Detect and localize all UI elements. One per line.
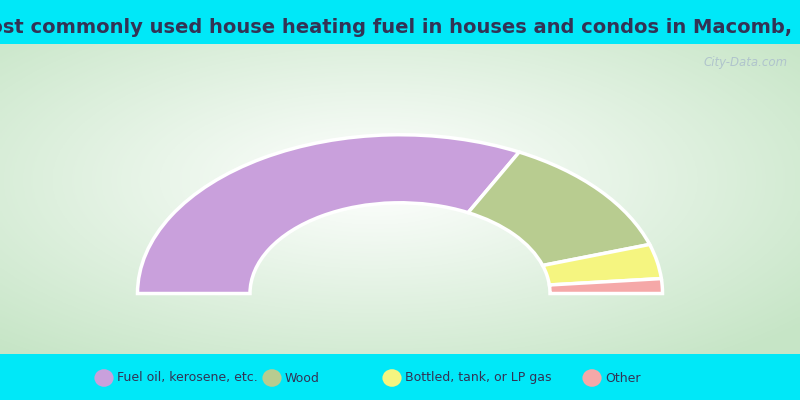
Text: Bottled, tank, or LP gas: Bottled, tank, or LP gas — [405, 372, 551, 384]
Wedge shape — [550, 278, 662, 294]
Text: City-Data.com: City-Data.com — [703, 56, 787, 69]
Text: Wood: Wood — [285, 372, 320, 384]
Wedge shape — [542, 244, 662, 285]
Text: Fuel oil, kerosene, etc.: Fuel oil, kerosene, etc. — [117, 372, 258, 384]
Wedge shape — [468, 152, 650, 266]
Wedge shape — [138, 135, 519, 294]
Text: Other: Other — [605, 372, 640, 384]
Text: Most commonly used house heating fuel in houses and condos in Macomb, NY: Most commonly used house heating fuel in… — [0, 18, 800, 37]
